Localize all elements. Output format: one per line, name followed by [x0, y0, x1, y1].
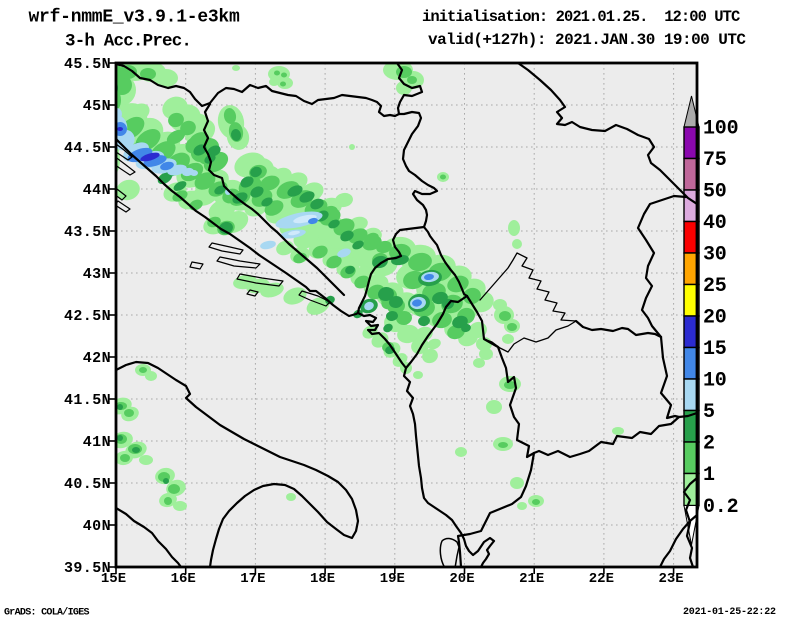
svg-text:50: 50	[703, 181, 727, 204]
svg-text:GrADS: COLA/IGES: GrADS: COLA/IGES	[4, 607, 90, 619]
svg-text:20E: 20E	[449, 571, 474, 587]
svg-text:19E: 19E	[380, 571, 405, 587]
svg-text:5: 5	[703, 401, 715, 424]
svg-text:wrf-nmmE_v3.9.1-e3km: wrf-nmmE_v3.9.1-e3km	[29, 8, 240, 28]
svg-text:40.5N: 40.5N	[64, 476, 111, 493]
svg-text:30: 30	[703, 244, 727, 267]
svg-text:18E: 18E	[310, 571, 335, 587]
svg-text:20: 20	[703, 307, 727, 330]
svg-text:43N: 43N	[83, 266, 111, 283]
svg-text:45N: 45N	[83, 98, 111, 115]
svg-text:2: 2	[703, 433, 715, 456]
svg-text:43.5N: 43.5N	[64, 224, 111, 241]
svg-text:25: 25	[703, 275, 727, 298]
svg-text:2021-01-25-22:22: 2021-01-25-22:22	[683, 607, 776, 618]
svg-text:15: 15	[703, 338, 727, 361]
svg-text:21E: 21E	[519, 571, 544, 587]
svg-text:42N: 42N	[83, 350, 111, 367]
svg-text:44.5N: 44.5N	[64, 140, 111, 157]
svg-text:42.5N: 42.5N	[64, 308, 111, 325]
svg-text:40: 40	[703, 212, 727, 235]
svg-text:17E: 17E	[240, 571, 265, 587]
svg-text:3-h Acc.Prec.: 3-h Acc.Prec.	[65, 32, 191, 52]
svg-text:0.2: 0.2	[703, 496, 738, 519]
svg-text:75: 75	[703, 149, 727, 172]
svg-text:44N: 44N	[83, 182, 111, 199]
svg-text:39.5N: 39.5N	[64, 560, 111, 577]
svg-text:45.5N: 45.5N	[64, 56, 111, 73]
svg-text:initialisation: 2021.01.25. 1: initialisation: 2021.01.25. 12:00 UTC	[422, 8, 740, 26]
svg-text:15E: 15E	[101, 571, 126, 587]
svg-text:10: 10	[703, 370, 727, 393]
svg-text:23E: 23E	[658, 571, 683, 587]
svg-text:valid(+127h): 2021.JAN.30 19:0: valid(+127h): 2021.JAN.30 19:00 UTC	[428, 31, 746, 49]
svg-text:1: 1	[703, 464, 715, 487]
svg-text:16E: 16E	[171, 571, 196, 587]
svg-text:41.5N: 41.5N	[64, 392, 111, 409]
svg-text:22E: 22E	[589, 571, 614, 587]
svg-text:40N: 40N	[83, 518, 111, 535]
svg-text:100: 100	[703, 118, 738, 141]
svg-text:41N: 41N	[83, 434, 111, 451]
